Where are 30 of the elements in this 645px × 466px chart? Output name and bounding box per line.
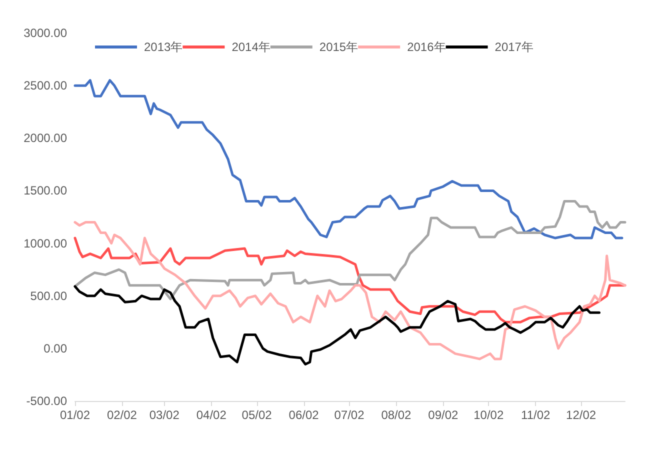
line-series	[74, 221, 626, 360]
line-series	[74, 236, 626, 324]
legend-label: 2016年	[407, 40, 446, 54]
legend-label: 2015年	[319, 40, 358, 54]
x-tick-label: 03/02	[149, 408, 180, 422]
y-tick-label: 2500.00	[24, 78, 68, 93]
y-tick-label: 0.00	[44, 341, 68, 356]
x-tick-label: 07/02	[334, 408, 365, 422]
legend-label: 2014年	[232, 40, 270, 54]
x-tick-label: 05/02	[242, 408, 272, 422]
x-tick-label: 12/02	[566, 408, 596, 422]
y-tick-label: -500.00	[26, 394, 68, 408]
line-series	[74, 200, 626, 300]
x-tick-label: 11/02	[521, 408, 550, 422]
y-tick-label: 1000.00	[24, 236, 68, 250]
x-tick-label: 01/02	[60, 408, 90, 422]
legend-label: 2017年	[494, 40, 534, 54]
legend-label: 2013年	[144, 40, 183, 54]
x-tick-label: 10/02	[474, 408, 504, 422]
y-tick-label: 1500.00	[24, 184, 68, 198]
line-series	[74, 79, 624, 240]
y-tick-label: 3000.00	[24, 26, 68, 40]
x-tick-label: 06/02	[288, 408, 320, 422]
line-series	[74, 285, 600, 366]
y-tick-label: 2000.00	[24, 131, 68, 146]
x-tick-label: 09/02	[428, 408, 459, 422]
x-tick-label: 08/02	[381, 408, 412, 422]
y-tick-label: 500.00	[30, 288, 68, 303]
x-tick-label: 04/02	[196, 408, 227, 422]
x-tick-label: 02/02	[106, 408, 138, 422]
